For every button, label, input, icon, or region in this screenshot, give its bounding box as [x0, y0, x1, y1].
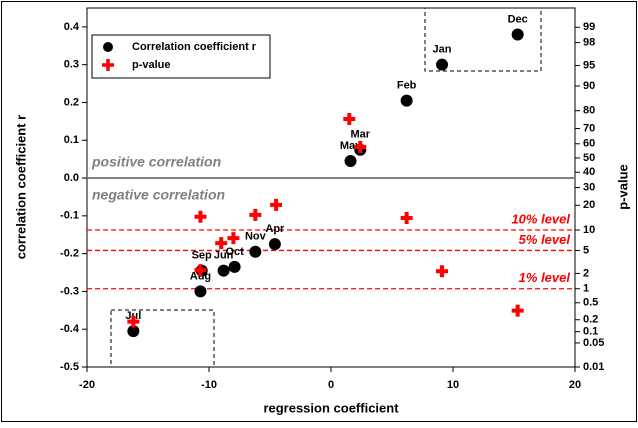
point — [400, 211, 413, 224]
point — [194, 264, 207, 277]
y-tick-label: -0.1 — [60, 210, 79, 222]
y2-tick-label: 0.2 — [583, 314, 598, 326]
point — [343, 113, 356, 126]
point — [249, 245, 262, 258]
point — [194, 285, 207, 298]
y2-tick-label: 2 — [583, 267, 589, 279]
point-label: Dec — [508, 13, 528, 25]
y-tick-label: -0.5 — [60, 361, 79, 373]
x-tick-label: 0 — [328, 379, 334, 391]
legend-marker — [103, 42, 113, 52]
point-label: Nov — [245, 231, 267, 243]
legend-box — [91, 34, 271, 79]
point-label: Jun — [214, 250, 234, 262]
point — [127, 325, 140, 338]
legend-label: Correlation coefficient r — [132, 41, 257, 53]
point — [511, 304, 524, 317]
point-label: Mar — [350, 129, 370, 141]
point-label: Sep — [192, 250, 212, 262]
y2-tick-label: 0.01 — [583, 361, 604, 373]
y-tick-label: 0.4 — [64, 21, 80, 33]
y-tick-label: -0.4 — [60, 323, 80, 335]
point — [217, 264, 230, 277]
point — [127, 315, 140, 328]
y2-tick-label: 20 — [583, 199, 595, 211]
y2-tick-label: 98 — [583, 37, 595, 49]
y-axis-title: correlation coefficient r — [13, 115, 28, 259]
point — [436, 58, 449, 71]
point-label: Aug — [190, 270, 211, 282]
point — [354, 140, 367, 153]
y2-tick-label: 1 — [583, 283, 589, 295]
point — [215, 237, 228, 250]
point — [194, 210, 207, 223]
point — [249, 208, 262, 221]
point-label: Apr — [265, 223, 285, 235]
y-tick-label: -0.2 — [60, 248, 79, 260]
point — [270, 198, 283, 211]
y2-tick-label: 90 — [583, 80, 595, 92]
y2-tick-label: 30 — [583, 181, 595, 193]
point-label: Jan — [433, 44, 452, 56]
y-tick-label: 0.1 — [64, 134, 79, 146]
y2-tick-label: 0.1 — [583, 326, 598, 338]
reference-label: 5% level — [519, 232, 571, 247]
annotation: negative correlation — [92, 187, 225, 203]
point-label: Oct — [225, 246, 244, 258]
x-tick-label: -10 — [201, 379, 217, 391]
y2-tick-label: 80 — [583, 105, 595, 117]
y-tick-label: 0.3 — [64, 59, 79, 71]
y2-tick-label: 60 — [583, 138, 595, 150]
x-tick-label: 10 — [447, 379, 459, 391]
point — [400, 94, 413, 107]
x-axis-title: regression coefficient — [263, 400, 399, 415]
annotation: positive correlation — [91, 154, 221, 170]
point — [436, 265, 449, 278]
point — [227, 232, 240, 245]
legend-label: p-value — [132, 59, 171, 71]
point — [511, 28, 524, 41]
x-tick-label: 20 — [569, 379, 581, 391]
y2-tick-label: 40 — [583, 166, 595, 178]
x-tick-label: -20 — [79, 379, 95, 391]
y2-tick-label: 0.5 — [583, 297, 598, 309]
point-label: Feb — [397, 79, 417, 91]
y-tick-label: 0.0 — [64, 172, 79, 184]
point — [228, 260, 241, 273]
point-label: May — [340, 140, 362, 152]
y2-tick-label: 10 — [583, 224, 595, 236]
y2-tick-label: 5 — [583, 244, 589, 256]
y2-tick-label: 0.05 — [583, 337, 604, 349]
y2-tick-label: 95 — [583, 59, 595, 71]
y2-axis-title: p-value — [615, 164, 630, 210]
y2-tick-label: 50 — [583, 152, 595, 164]
y-tick-label: -0.3 — [60, 285, 79, 297]
y2-tick-label: 70 — [583, 122, 595, 134]
point — [268, 238, 281, 251]
y-tick-label: 0.2 — [64, 96, 79, 108]
y2-tick-label: 99 — [583, 21, 595, 33]
reference-label: 10% level — [511, 211, 570, 226]
legend-marker — [102, 59, 114, 71]
reference-label: 1% level — [519, 270, 571, 285]
point — [344, 155, 357, 168]
